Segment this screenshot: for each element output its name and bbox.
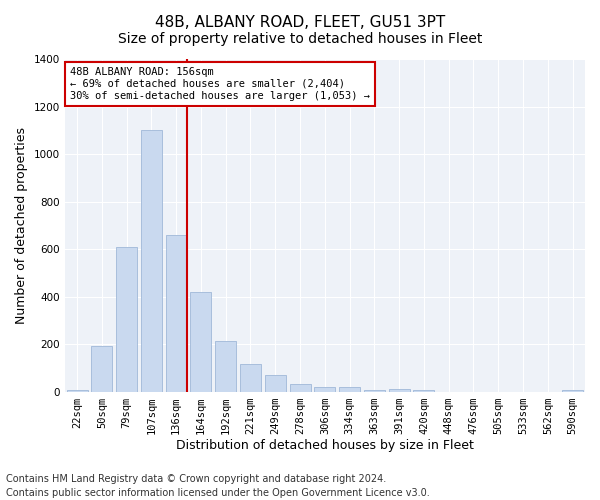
Bar xyxy=(190,292,211,392)
Bar xyxy=(240,364,261,392)
Bar xyxy=(314,387,335,392)
Bar xyxy=(141,130,162,392)
Bar xyxy=(91,346,112,392)
Bar xyxy=(116,246,137,392)
Bar xyxy=(339,387,360,392)
Bar xyxy=(290,384,311,392)
Bar xyxy=(562,390,583,392)
Bar xyxy=(166,235,187,392)
Text: 48B, ALBANY ROAD, FLEET, GU51 3PT: 48B, ALBANY ROAD, FLEET, GU51 3PT xyxy=(155,15,445,30)
Bar xyxy=(413,390,434,392)
Bar xyxy=(389,389,410,392)
Y-axis label: Number of detached properties: Number of detached properties xyxy=(15,127,28,324)
Text: Size of property relative to detached houses in Fleet: Size of property relative to detached ho… xyxy=(118,32,482,46)
Bar xyxy=(67,390,88,392)
Bar xyxy=(265,375,286,392)
Bar xyxy=(215,340,236,392)
Text: 48B ALBANY ROAD: 156sqm
← 69% of detached houses are smaller (2,404)
30% of semi: 48B ALBANY ROAD: 156sqm ← 69% of detache… xyxy=(70,68,370,100)
Bar xyxy=(364,390,385,392)
Text: Contains HM Land Registry data © Crown copyright and database right 2024.
Contai: Contains HM Land Registry data © Crown c… xyxy=(6,474,430,498)
X-axis label: Distribution of detached houses by size in Fleet: Distribution of detached houses by size … xyxy=(176,440,474,452)
